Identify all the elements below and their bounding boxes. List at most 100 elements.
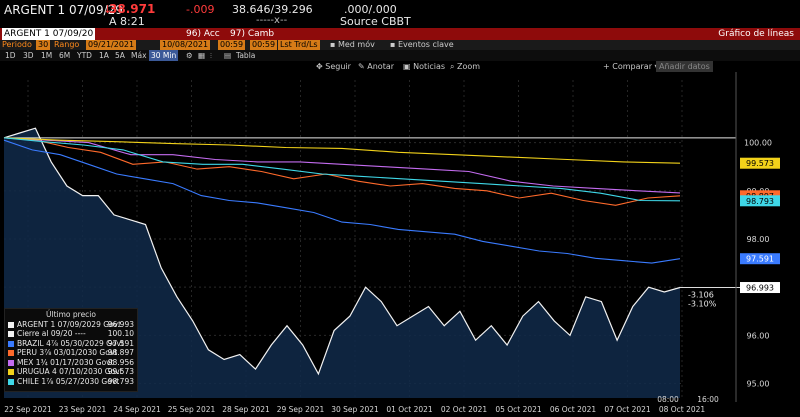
range-ytd-button[interactable]: YTD bbox=[77, 51, 92, 60]
news-button[interactable]: ▣ Noticias bbox=[403, 61, 445, 72]
ticker-input[interactable]: ARGENT 1 07/09/20 bbox=[2, 28, 96, 40]
range-5a-button[interactable]: 5A bbox=[115, 51, 125, 60]
legend-name: Cierre al 09/20 ---- bbox=[17, 329, 86, 338]
actions-menu[interactable]: 96) Acc bbox=[186, 29, 220, 39]
value-tag-chile bbox=[740, 195, 780, 207]
x-tick-label: 05 Oct 2021 bbox=[495, 405, 542, 414]
legend-swatch bbox=[8, 331, 14, 337]
legend-value: 98.956 bbox=[107, 357, 134, 367]
legend-name: CHILE 1⅞ 05/27/2030 Govt bbox=[17, 376, 120, 386]
table-icon[interactable]: ▤ bbox=[224, 51, 232, 60]
compare-button[interactable]: + Comparar ▾ bbox=[603, 61, 659, 72]
value-tag-uruguay bbox=[740, 157, 780, 169]
x-axis: 22 Sep 2021 23 Sep 2021 24 Sep 2021 25 Sep … bbox=[4, 395, 719, 414]
argent-area bbox=[4, 128, 680, 398]
mode-field[interactable]: Lst Trd/Ls bbox=[278, 40, 320, 50]
argent-area-fill bbox=[4, 128, 680, 398]
series-line-mex bbox=[3, 137, 681, 194]
follow-icon: ✥ bbox=[316, 62, 323, 71]
range-1a-button[interactable]: 1A bbox=[99, 51, 109, 60]
moving-average-label: Med móv bbox=[337, 40, 375, 49]
range-6m-button[interactable]: 6M bbox=[59, 51, 71, 60]
legend-value: 100.10 bbox=[107, 329, 134, 338]
follow-button[interactable]: ✥ Seguir bbox=[316, 61, 351, 72]
x-tick-label: 29 Sep 2021 bbox=[277, 405, 325, 414]
legend-name: ARGENT 1 07/09/2029 Govt bbox=[17, 319, 122, 329]
value-tag-label-chile: 98.793 bbox=[746, 197, 774, 206]
range-max-button[interactable]: Máx bbox=[131, 51, 147, 60]
source-row: Source CBBT bbox=[340, 15, 411, 28]
legend-swatch bbox=[8, 340, 14, 347]
legend-value: 97.591 bbox=[107, 338, 134, 348]
legend-item-uruguay[interactable]: URUGUA 4 07/10/2030 Govt 99.573 bbox=[5, 367, 137, 377]
range-start-field[interactable]: 09/21/2021 bbox=[86, 40, 137, 50]
period-field[interactable]: 30 bbox=[36, 40, 51, 50]
range-label: Rango bbox=[54, 40, 80, 49]
range-bar: 1D 3D 1M 6M YTD 1A 5A Máx 30 Min ⚙ ▦ ⫶ ▤… bbox=[0, 50, 800, 61]
magnifier-icon: ⌕ bbox=[450, 62, 455, 71]
zoom-label: Zoom bbox=[457, 62, 481, 71]
add-data-field[interactable]: Añadir datos bbox=[656, 61, 713, 72]
volume: .000/.000 bbox=[344, 3, 397, 16]
range-30min-button[interactable]: 30 Min bbox=[149, 50, 179, 61]
legend-value: 99.573 bbox=[107, 367, 134, 376]
y-tick-label: 100.00 bbox=[744, 139, 772, 148]
x-tick-label: 23 Sep 2021 bbox=[59, 405, 107, 414]
y-tick-label: 95.00 bbox=[747, 380, 770, 389]
last-price: 38.971 bbox=[109, 2, 156, 16]
time-end-field[interactable]: 00:59 bbox=[250, 40, 278, 50]
range-1m-button[interactable]: 1M bbox=[41, 51, 53, 60]
time-row: A 8:21 bbox=[109, 15, 145, 28]
annotate-button[interactable]: ✎ Anotar bbox=[358, 61, 394, 72]
legend-swatch bbox=[8, 359, 14, 366]
price-change: -.009 bbox=[186, 3, 215, 16]
news-label: Noticias bbox=[413, 62, 446, 71]
legend-swatch bbox=[8, 369, 14, 375]
time-start-field[interactable]: 00:59 bbox=[218, 40, 246, 50]
x-tick-label: 22 Sep 2021 bbox=[4, 405, 52, 414]
x-tick-label: 07 Oct 2021 bbox=[604, 405, 651, 414]
chart-type-icon[interactable]: ⫶ bbox=[210, 51, 212, 60]
source-label: Source bbox=[340, 15, 378, 28]
change-annotation: -3.106 bbox=[688, 291, 714, 300]
range-end-field[interactable]: 10/08/2021 bbox=[160, 40, 211, 50]
news-icon: ▣ bbox=[403, 62, 411, 71]
edit-menu[interactable]: 97) Camb bbox=[230, 29, 275, 39]
chart-settings-icon[interactable]: ⚙ bbox=[186, 51, 193, 60]
legend-swatch bbox=[8, 378, 14, 385]
value-tag-brazil bbox=[740, 253, 780, 265]
grid-icon[interactable]: ▦ bbox=[198, 51, 206, 60]
legend-name: BRAZIL 4⅞ 05/30/2029 Govt bbox=[17, 338, 124, 348]
bid-ask: 38.646/39.296 bbox=[232, 3, 313, 16]
x-time-label: 08:00 bbox=[657, 395, 679, 404]
last-value-tags: 99.57398.89798.79397.59196.993-3.106-3.1… bbox=[688, 157, 780, 309]
legend-item-mex[interactable]: MEX 1¾ 01/17/2030 Govt 98.956 bbox=[5, 358, 137, 368]
security-name[interactable]: ARGENT 1 07/09/29 bbox=[4, 3, 123, 17]
range-3d-button[interactable]: 3D bbox=[23, 51, 34, 60]
down-arrow-icon: ↓ bbox=[103, 3, 113, 16]
key-events-toggle[interactable]: ▪ Eventos clave bbox=[390, 40, 454, 49]
legend-name: URUGUA 4 07/10/2030 Govt bbox=[17, 367, 123, 376]
pencil-icon: ✎ bbox=[358, 62, 365, 71]
moving-average-toggle[interactable]: ▪ Med móv bbox=[330, 40, 375, 49]
period-label: Periodo bbox=[2, 40, 32, 49]
legend-item-brazil[interactable]: BRAZIL 4⅞ 05/30/2029 Govt 97.591 bbox=[5, 339, 137, 349]
series-line-brazil bbox=[3, 139, 681, 264]
table-button[interactable]: Tabla bbox=[236, 51, 256, 60]
change-annotation: -3.10% bbox=[688, 300, 717, 309]
settings-bar: Periodo 30 Rango 09/21/2021 10/08/2021 0… bbox=[0, 40, 800, 50]
legend-item-argent[interactable]: ARGENT 1 07/09/2029 Govt 96.993 bbox=[5, 320, 137, 330]
x-tick-label: 02 Oct 2021 bbox=[441, 405, 488, 414]
legend-item-chile[interactable]: CHILE 1⅞ 05/27/2030 Govt 98.793 bbox=[5, 377, 137, 387]
legend-item-peru[interactable]: PERU 3⅞ 03/01/2030 Govt 98.897 bbox=[5, 348, 137, 358]
range-1d-button[interactable]: 1D bbox=[5, 51, 16, 60]
legend-item-close[interactable]: Cierre al 09/20 ---- 100.10 bbox=[5, 329, 137, 339]
x-tick-label: 25 Sep 2021 bbox=[168, 405, 216, 414]
zoom-button[interactable]: ⌕ Zoom bbox=[450, 61, 480, 72]
series-line-chile bbox=[3, 137, 681, 202]
series-line-argent bbox=[3, 127, 681, 376]
filler-text: -----x-- bbox=[256, 15, 288, 26]
legend-value: 96.993 bbox=[107, 319, 134, 329]
